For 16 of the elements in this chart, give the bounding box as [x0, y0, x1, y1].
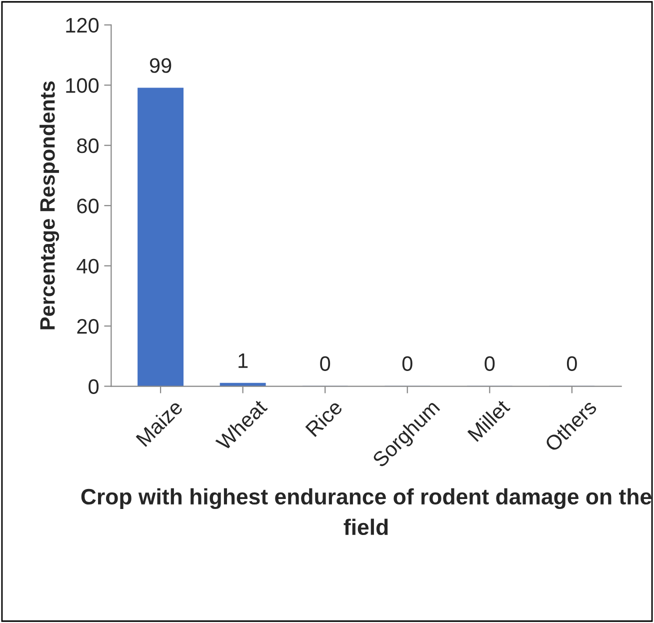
y-tick-label: 60 [77, 198, 99, 214]
data-label: 1 [238, 353, 248, 368]
data-label: 0 [402, 356, 412, 372]
y-tick-label: 20 [77, 319, 99, 334]
data-label: 0 [566, 356, 577, 372]
x-tick-label: Rice [304, 398, 344, 438]
y-tick-label: 40 [76, 258, 99, 274]
y-axis-title: Percentage Respondents [40, 81, 60, 330]
y-tick-label: 120 [66, 18, 99, 33]
x-axis-title: Crop with highest endurance of rodent damage on the field [81, 488, 652, 536]
data-label: 99 [150, 58, 172, 73]
y-tick-label: 0 [88, 379, 99, 394]
y-tick-label: 100 [66, 78, 99, 93]
data-label: 0 [484, 356, 495, 372]
y-tick-label: 80 [77, 138, 99, 154]
data-label: 0 [320, 356, 330, 372]
